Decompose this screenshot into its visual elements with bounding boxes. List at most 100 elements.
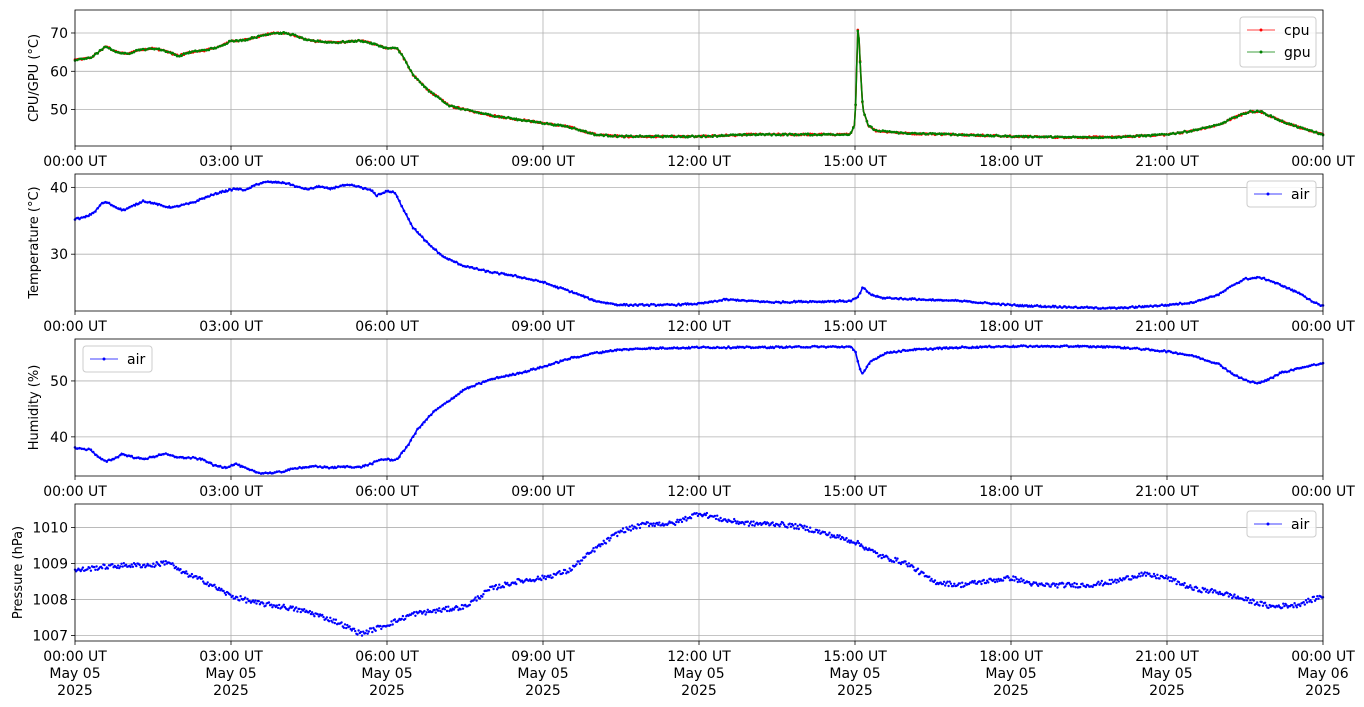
data-point: [765, 346, 769, 350]
data-point: [577, 560, 580, 563]
data-point: [221, 466, 224, 470]
data-point: [500, 116, 503, 119]
data-point: [983, 345, 987, 349]
data-point: [643, 135, 646, 138]
data-point: [922, 571, 925, 575]
data-point: [929, 132, 932, 135]
data-point: [502, 586, 506, 589]
data-point: [665, 302, 669, 306]
data-point: [298, 607, 301, 611]
data-point: [575, 356, 578, 359]
data-point: [1312, 595, 1316, 598]
data-point: [523, 276, 526, 279]
data-point: [822, 345, 826, 348]
data-point: [616, 135, 619, 139]
data-point: [1121, 579, 1124, 582]
data-point: [840, 299, 844, 303]
data-point: [1117, 306, 1121, 310]
data-point: [1281, 606, 1284, 609]
data-point: [454, 106, 458, 109]
data-point: [695, 512, 698, 515]
data-point: [432, 410, 435, 413]
data-point: [418, 426, 422, 429]
data-point: [452, 396, 456, 399]
data-point: [1081, 306, 1084, 309]
data-point: [350, 39, 354, 43]
data-point: [180, 456, 183, 459]
data-point: [1210, 361, 1214, 364]
data-point: [200, 577, 204, 580]
data-point: [1007, 576, 1010, 579]
data-point: [1103, 346, 1107, 349]
data-point: [835, 536, 838, 539]
data-point: [922, 131, 925, 135]
data-point: [1183, 581, 1186, 585]
data-point: [781, 346, 785, 350]
x-tick-year: 2025: [837, 683, 873, 699]
data-point: [1135, 306, 1139, 309]
data-point: [861, 371, 864, 375]
data-point: [1099, 136, 1102, 140]
data-point: [175, 456, 179, 459]
data-point: [768, 346, 771, 350]
data-point: [1295, 606, 1299, 609]
data-point: [874, 295, 878, 298]
data-point: [1058, 305, 1062, 308]
data-point: [1171, 302, 1175, 306]
data-point: [912, 565, 915, 569]
data-point: [246, 467, 249, 471]
data-point: [802, 300, 805, 304]
data-point: [393, 46, 397, 50]
data-point: [382, 458, 385, 462]
data-point: [685, 519, 688, 522]
data-point: [877, 355, 880, 359]
x-tick-label: 12:00 UT: [667, 649, 731, 665]
data-point: [684, 302, 687, 305]
data-point: [804, 528, 807, 532]
data-point: [255, 602, 258, 605]
data-point: [282, 470, 286, 474]
data-point: [1126, 575, 1130, 578]
data-point: [740, 298, 744, 302]
data-point: [340, 621, 343, 624]
data-point: [879, 130, 882, 133]
data-point: [333, 621, 336, 625]
data-point: [1017, 345, 1021, 348]
data-point: [872, 128, 875, 132]
data-point: [541, 574, 544, 577]
data-point: [414, 432, 417, 435]
data-point: [756, 133, 760, 137]
data-point: [995, 302, 998, 306]
data-point: [802, 346, 805, 349]
data-point: [1178, 301, 1182, 305]
data-point: [207, 48, 211, 52]
data-point: [477, 268, 481, 272]
data-point: [956, 346, 959, 350]
data-point: [121, 565, 124, 568]
data-point: [482, 268, 485, 272]
data-point: [287, 182, 290, 185]
data-point: [985, 301, 989, 305]
data-point: [1308, 364, 1311, 368]
data-point: [1076, 306, 1080, 310]
data-point: [995, 133, 998, 137]
data-point: [100, 201, 104, 205]
data-point: [494, 583, 498, 587]
data-point: [663, 347, 667, 350]
data-point: [253, 184, 256, 187]
data-point: [220, 587, 223, 591]
data-point: [600, 133, 603, 137]
data-point: [507, 374, 510, 378]
data-point: [228, 188, 231, 191]
x-tick-label: 09:00 UT: [511, 484, 575, 500]
series-gpu: [73, 29, 1325, 140]
data-point: [507, 273, 510, 277]
data-point: [845, 345, 848, 348]
data-point: [205, 195, 208, 199]
data-point: [638, 303, 642, 306]
data-point: [452, 608, 456, 611]
data-point: [879, 354, 882, 358]
data-point: [1192, 301, 1195, 304]
data-point: [867, 124, 871, 128]
data-point: [1167, 304, 1170, 307]
